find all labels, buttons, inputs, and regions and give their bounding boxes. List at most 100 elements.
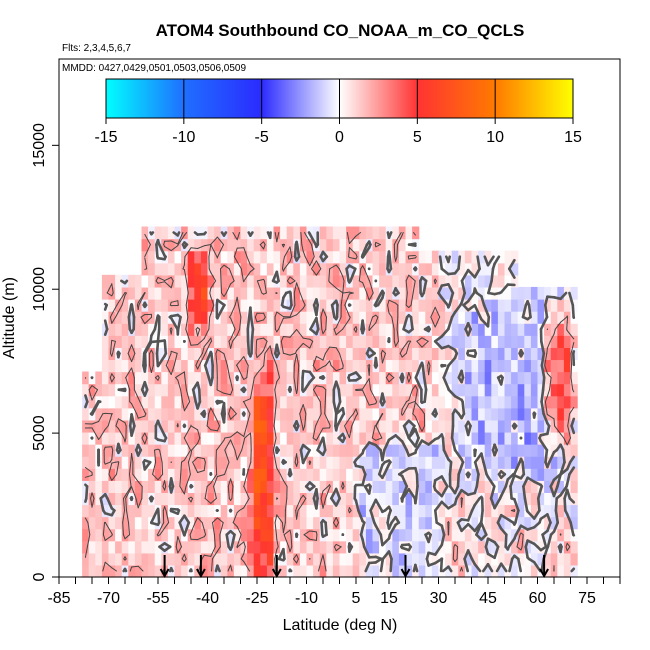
heat-cell bbox=[161, 504, 169, 518]
contour-segment bbox=[216, 564, 221, 573]
contour-segment bbox=[559, 443, 565, 452]
contour-segment bbox=[203, 328, 210, 340]
contour-segment bbox=[565, 546, 568, 552]
heat-cell bbox=[240, 286, 248, 300]
contour-segment bbox=[509, 485, 513, 500]
contour-segment bbox=[473, 267, 481, 279]
heat-cell bbox=[464, 383, 473, 397]
heat-cell bbox=[121, 468, 129, 481]
heat-cell bbox=[115, 564, 123, 578]
heat-cell bbox=[346, 504, 354, 518]
heat-cell bbox=[82, 564, 90, 578]
heat-cell bbox=[392, 323, 400, 336]
heat-cell bbox=[200, 262, 209, 276]
contour-segment bbox=[460, 291, 467, 305]
contour-segment bbox=[170, 350, 178, 354]
heat-cell bbox=[266, 371, 275, 385]
contour-segment bbox=[170, 245, 179, 252]
contour-segment bbox=[427, 325, 432, 331]
contour-segment bbox=[283, 260, 291, 270]
heat-cell bbox=[478, 528, 486, 542]
contour-segment bbox=[324, 401, 326, 415]
heat-cell bbox=[266, 395, 275, 409]
heat-cell bbox=[412, 383, 420, 397]
heat-cell bbox=[372, 516, 380, 530]
heat-cell bbox=[174, 274, 182, 288]
heat-cell bbox=[220, 250, 228, 264]
contour-segment bbox=[185, 292, 189, 306]
contour-segment bbox=[216, 546, 221, 552]
contour-segment bbox=[156, 327, 161, 342]
contour-segment bbox=[466, 424, 472, 437]
heat-cell bbox=[128, 552, 136, 566]
contour-segment bbox=[568, 291, 575, 307]
contour-segment bbox=[211, 550, 218, 560]
heat-cell bbox=[478, 407, 486, 421]
heat-cell bbox=[194, 492, 202, 506]
heat-cell bbox=[187, 540, 195, 554]
contour-segment bbox=[569, 521, 575, 537]
heat-cell bbox=[464, 504, 473, 518]
heat-cell bbox=[418, 323, 426, 336]
contour-segment bbox=[546, 521, 552, 533]
contour-segment bbox=[264, 280, 267, 294]
heat-cell bbox=[359, 564, 367, 578]
heat-cell bbox=[174, 262, 182, 276]
heat-cell bbox=[293, 552, 301, 566]
heat-cell bbox=[484, 528, 492, 542]
heat-cell bbox=[352, 335, 360, 348]
contour-segment bbox=[104, 535, 113, 541]
heat-cell bbox=[174, 371, 182, 385]
heat-cell bbox=[517, 419, 525, 433]
heat-cell bbox=[134, 456, 143, 469]
heat-cell bbox=[220, 480, 228, 493]
contour-segment bbox=[476, 255, 481, 271]
contour-segment bbox=[395, 232, 402, 243]
heat-cell bbox=[161, 383, 169, 397]
heat-cell bbox=[260, 431, 268, 445]
contour-segment bbox=[375, 425, 383, 439]
contour-segment bbox=[428, 365, 431, 376]
contour-segment bbox=[115, 311, 119, 318]
heat-cell bbox=[174, 395, 182, 409]
contour-segment bbox=[544, 448, 549, 464]
heat-cell bbox=[445, 480, 453, 493]
heat-cell bbox=[200, 286, 209, 300]
contour-segment bbox=[480, 294, 486, 307]
contour-segment bbox=[414, 401, 423, 411]
contour-segment bbox=[473, 287, 479, 295]
contour-segment bbox=[499, 485, 508, 498]
contour-segment bbox=[315, 413, 322, 425]
contour-segment bbox=[408, 340, 412, 346]
contour-segment bbox=[163, 434, 168, 440]
heat-cell bbox=[253, 335, 261, 348]
contour-segment bbox=[324, 521, 328, 537]
contour-segment bbox=[300, 494, 304, 499]
contour-segment bbox=[175, 536, 179, 548]
heat-cell bbox=[504, 456, 512, 469]
heat-cell bbox=[346, 468, 354, 481]
heat-cell bbox=[101, 540, 110, 554]
heat-cell bbox=[220, 444, 228, 457]
heat-cell bbox=[200, 383, 209, 397]
contour-segment bbox=[561, 448, 566, 464]
heat-cell bbox=[557, 299, 565, 312]
heat-cell bbox=[280, 444, 288, 457]
contour-segment bbox=[282, 480, 288, 487]
contour-segment bbox=[563, 497, 567, 512]
contour-segment bbox=[300, 232, 303, 246]
heat-cell bbox=[458, 383, 466, 397]
heat-cell bbox=[167, 468, 176, 481]
heat-cell bbox=[253, 311, 261, 324]
heat-cell bbox=[260, 299, 268, 312]
heat-cell bbox=[115, 395, 123, 409]
heat-cell bbox=[438, 323, 446, 336]
heat-cell bbox=[181, 238, 189, 252]
heat-cell bbox=[517, 492, 525, 506]
contour-segment bbox=[420, 361, 425, 367]
contour-segment bbox=[135, 497, 139, 509]
heat-cell bbox=[141, 323, 149, 336]
heat-cell bbox=[194, 431, 202, 445]
contour-segment bbox=[296, 353, 300, 366]
contour-segment bbox=[232, 512, 238, 524]
